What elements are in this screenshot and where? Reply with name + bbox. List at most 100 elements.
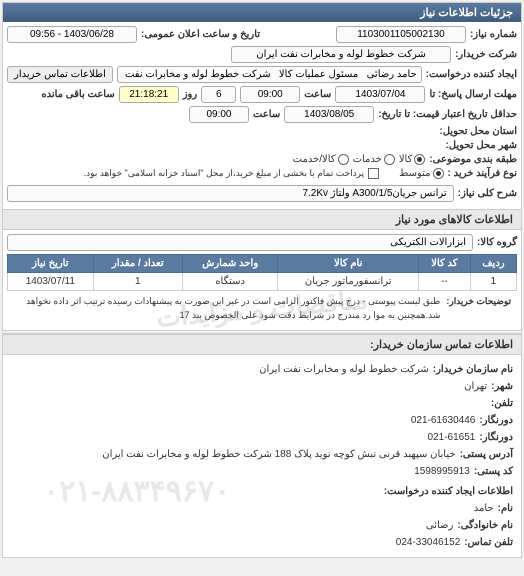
remaining-timer — [119, 86, 179, 103]
c-phone-label: تلفن تماس: — [464, 534, 513, 551]
th-unit: واحد شمارش — [182, 255, 278, 273]
radio-dot-icon — [384, 154, 395, 165]
items-section-title: اطلاعات کالاهای مورد نیاز — [3, 209, 521, 230]
panel-header: جزئیات اطلاعات نیاز — [3, 3, 521, 22]
th-row: ردیف — [470, 255, 516, 273]
buyer-notes-box: توضیحات خریدار: طبق لیست پیوستی - درج پی… — [7, 291, 517, 326]
buyer-contact-button[interactable]: اطلاعات تماس خریدار — [7, 66, 113, 83]
row-city: شهر محل تحویل: — [7, 140, 517, 151]
th-name: نام کالا — [278, 255, 419, 273]
th-date: تاریخ نیاز — [8, 255, 94, 273]
validity-date-input[interactable] — [284, 106, 374, 123]
c-fax2: دورنگار: 021-61651 — [11, 429, 513, 446]
c-firstname-label: نام: — [498, 500, 513, 517]
city-label: شهر محل تحویل: — [445, 140, 517, 151]
c-phone: تلفن تماس: 024-33046152 — [11, 534, 513, 551]
row-req-number: شماره نیاز: تاریخ و ساعت اعلان عمومی: — [7, 26, 517, 43]
creator-label: ایجاد کننده درخواست: — [426, 69, 517, 80]
deadline-label: مهلت ارسال پاسخ: تا — [429, 89, 517, 100]
c-address-value: خیابان سپهبد قرنی نبش کوچه نوید پلاک 188… — [102, 446, 455, 463]
radio-kala[interactable]: کالا — [399, 154, 426, 165]
days-label: روز — [183, 89, 198, 100]
row-buyer-company: شرکت خریدار: — [7, 46, 517, 63]
td-qty: 1 — [93, 273, 182, 291]
group-label: گروه کالا: — [477, 237, 517, 248]
radio-kala-label: کالا — [399, 154, 413, 165]
th-qty: تعداد / مقدار — [93, 255, 182, 273]
contact-panel: اطلاعات تماس سازمان خریدار: ۰۲۱-۸۸۳۴۹۶۷۰… — [2, 333, 522, 558]
description-input[interactable] — [7, 185, 454, 202]
validity-hour-input[interactable] — [189, 106, 249, 123]
c-lastname-value: رضائی — [426, 517, 454, 534]
radio-kala-khadamat[interactable]: کالا/خدمت — [293, 154, 349, 165]
process-note: پرداخت تمام یا بخشی از مبلغ خرید،از محل … — [84, 168, 364, 179]
td-row: 1 — [470, 273, 516, 291]
process-type-label: نوع فرآیند خرید : — [448, 168, 517, 179]
th-code: کد کالا — [418, 255, 470, 273]
buyer-company-input[interactable] — [231, 46, 451, 63]
radio-dot-icon — [414, 154, 425, 165]
days-input[interactable] — [201, 86, 236, 103]
c-fax1-label: دورنگار: — [479, 412, 513, 429]
announce-date-label: تاریخ و ساعت اعلان عمومی: — [141, 29, 260, 40]
c-post: کد پستی: 1598995913 — [11, 463, 513, 480]
row-category: طبقه بندی موضوعی: کالا خدمات کالا/خدمت — [7, 154, 517, 165]
radio-medium-label: متوسط — [399, 168, 430, 179]
province-label: استان محل تحویل: — [439, 126, 517, 137]
c-tel-label: تلفن: — [491, 395, 513, 412]
hour-label-1: ساعت — [304, 89, 331, 100]
radio-dot-icon — [433, 168, 444, 179]
c-fax1-value: 021-61630446 — [411, 412, 476, 429]
contact-title: اطلاعات تماس سازمان خریدار: — [3, 334, 521, 355]
deadline-date-input[interactable] — [335, 86, 425, 103]
req-number-label: شماره نیاز: — [470, 29, 517, 40]
c-fax2-value: 021-61651 — [428, 429, 476, 446]
c-org-name: نام سازمان خریدار: شرکت خطوط لوله و مخاب… — [11, 361, 513, 378]
creator-input[interactable] — [117, 66, 422, 83]
buyer-notes-label: توضیحات خریدار: — [446, 295, 511, 309]
c-firstname-value: حامد — [474, 500, 494, 517]
items-section: گروه کالا: ردیف کد کالا نام کالا واحد شم… — [3, 230, 521, 330]
org-name-value: شرکت خطوط لوله و مخابرات نفت ایران — [259, 361, 429, 378]
c-phone-value: 024-33046152 — [396, 534, 461, 551]
announce-date-input[interactable] — [7, 26, 137, 43]
c-address: آدرس پستی: خیابان سپهبد قرنی نبش کوچه نو… — [11, 446, 513, 463]
requirement-details-panel: جزئیات اطلاعات نیاز شماره نیاز: تاریخ و … — [2, 2, 522, 331]
contact-body: ۰۲۱-۸۸۳۴۹۶۷۰ نام سازمان خریدار: شرکت خطو… — [3, 355, 521, 557]
creator-info-title: اطلاعات ایجاد کننده درخواست: — [11, 483, 513, 500]
radio-dot-icon — [338, 154, 349, 165]
td-code: -- — [418, 273, 470, 291]
table-row[interactable]: 1 -- ترانسفورماتور جریان دستگاه 1 1403/0… — [8, 273, 517, 291]
form-section: شماره نیاز: تاریخ و ساعت اعلان عمومی: شر… — [3, 22, 521, 209]
c-address-label: آدرس پستی: — [460, 446, 513, 463]
radio-medium[interactable]: متوسط — [399, 168, 443, 179]
treasury-checkbox[interactable] — [368, 168, 379, 179]
remaining-label: ساعت باقی مانده — [41, 89, 114, 100]
row-creator: ایجاد کننده درخواست: اطلاعات تماس خریدار — [7, 66, 517, 83]
org-name-label: نام سازمان خریدار: — [433, 361, 513, 378]
hour-label-2: ساعت — [253, 109, 280, 120]
deadline-hour-input[interactable] — [240, 86, 300, 103]
row-province: استان محل تحویل: — [7, 126, 517, 137]
c-tel: تلفن: — [11, 395, 513, 412]
radio-khadamat[interactable]: خدمات — [353, 154, 395, 165]
c-firstname: نام: حامد — [11, 500, 513, 517]
row-process-type: نوع فرآیند خرید : متوسط پرداخت تمام یا ب… — [7, 168, 517, 179]
c-lastname-label: نام خانوادگی: — [457, 517, 513, 534]
description-label: شرح کلی نیاز: — [458, 188, 517, 199]
c-city-label: شهر: — [491, 378, 513, 395]
c-fax1: دورنگار: 021-61630446 — [11, 412, 513, 429]
items-table: ردیف کد کالا نام کالا واحد شمارش تعداد /… — [7, 254, 517, 291]
group-input[interactable] — [7, 234, 473, 251]
c-city: شهر: تهران — [11, 378, 513, 395]
validity-label: حداقل تاریخ اعتبار قیمت: تا تاریخ: — [378, 109, 517, 120]
buyer-company-label: شرکت خریدار: — [455, 49, 517, 60]
category-label: طبقه بندی موضوعی: — [429, 154, 517, 165]
req-number-input[interactable] — [336, 26, 466, 43]
buyer-notes-text: طبق لیست پیوستی - درج پیش فاکتور الزامی … — [13, 295, 440, 322]
row-group: گروه کالا: — [7, 234, 517, 251]
td-unit: دستگاه — [182, 273, 278, 291]
td-name: ترانسفورماتور جریان — [278, 273, 419, 291]
table-header-row: ردیف کد کالا نام کالا واحد شمارش تعداد /… — [8, 255, 517, 273]
c-post-label: کد پستی: — [474, 463, 513, 480]
